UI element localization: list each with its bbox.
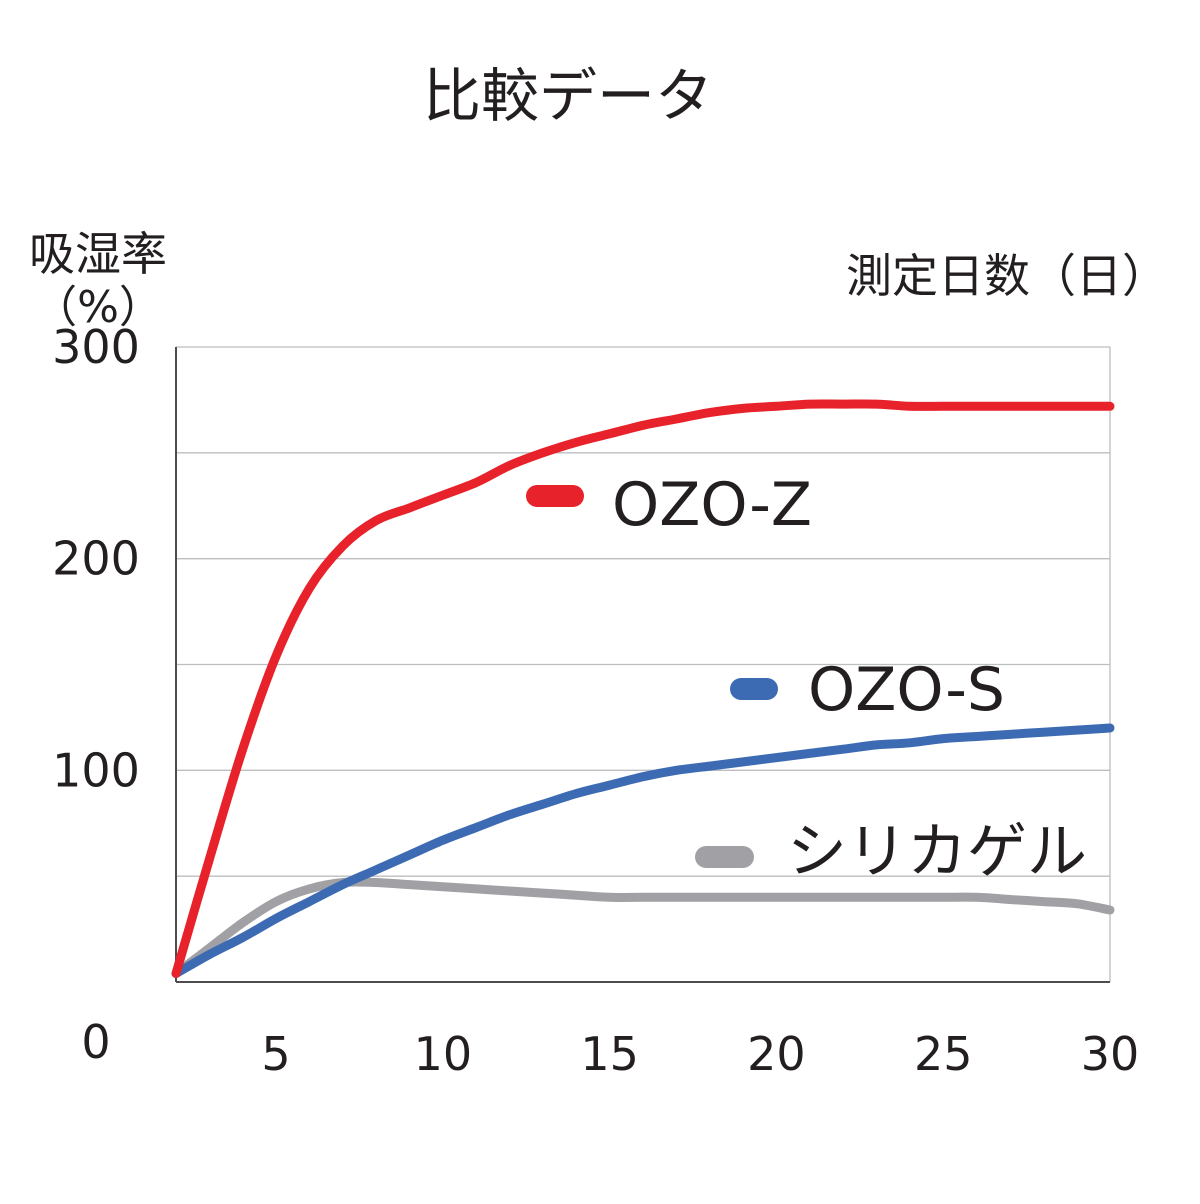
series-line-silica-gel [171, 877, 1115, 978]
y-axis-unit: （%） [33, 282, 163, 333]
origin-label: 0 [81, 1015, 110, 1069]
tick-layer: 5 10 15 20 25 30 100 200 300 [52, 320, 1139, 1081]
legend-label: OZO-Z [612, 470, 812, 540]
legend-item-ozo-s: OZO-S [730, 655, 1005, 725]
series-line-ozo-z [171, 399, 1115, 978]
legend-item-ozo-z: OZO-Z [526, 470, 812, 540]
x-tick-label: 10 [414, 1027, 473, 1081]
series-line-ozo-s [171, 723, 1115, 978]
x-tick-label: 5 [261, 1027, 290, 1081]
y-tick-label: 300 [52, 320, 140, 374]
plot-frame [175, 346, 1111, 983]
y-tick-label: 100 [52, 743, 140, 797]
y-axis-label: 吸湿率 [29, 227, 167, 281]
legend-label: OZO-S [808, 655, 1005, 725]
chart-title: 比較データ [423, 62, 713, 130]
x-tick-label: 15 [580, 1027, 639, 1081]
series-layer [171, 399, 1115, 978]
x-tick-label: 20 [747, 1027, 806, 1081]
x-axis-label: 測定日数（日） [846, 249, 1168, 303]
legend-label: シリカゲル [787, 817, 1087, 887]
legend-item-silica-gel: シリカゲル [695, 817, 1087, 887]
x-tick-label: 25 [914, 1027, 973, 1081]
legend: OZO-Z OZO-S シリカゲル [526, 470, 1087, 887]
y-tick-label: 200 [52, 532, 140, 586]
x-tick-label: 30 [1081, 1027, 1140, 1081]
